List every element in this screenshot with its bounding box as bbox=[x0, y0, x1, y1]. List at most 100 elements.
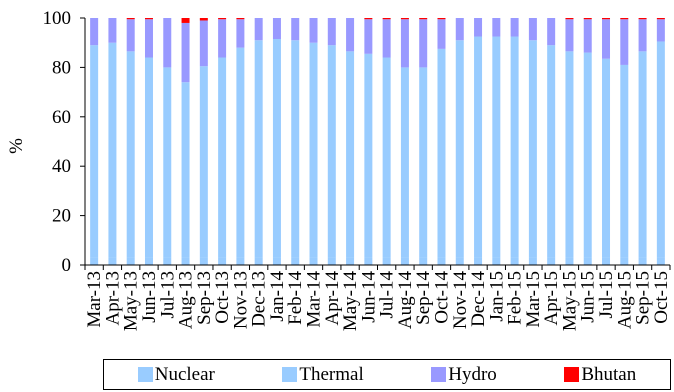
bar-segment-thermal bbox=[327, 45, 336, 258]
bar-segment-nuclear bbox=[163, 257, 172, 265]
bar-segment-thermal bbox=[346, 51, 355, 258]
bar-segment-nuclear bbox=[547, 257, 556, 265]
x-tick-label: Aug-13 bbox=[176, 271, 197, 329]
bar-segment-thermal bbox=[638, 51, 647, 258]
bar-segment-hydro bbox=[583, 19, 592, 53]
x-tick-label: Jul-13 bbox=[157, 271, 178, 319]
bar-segment-hydro bbox=[528, 18, 537, 41]
bar-segment-nuclear bbox=[181, 257, 190, 265]
bar-segment-thermal bbox=[309, 42, 318, 258]
bar-segment-thermal bbox=[547, 45, 556, 258]
x-tick-label: Mar-14 bbox=[304, 271, 325, 328]
bar-segment-thermal bbox=[108, 42, 117, 258]
bar-segment-thermal bbox=[565, 51, 574, 258]
bar-segment-hydro bbox=[638, 19, 647, 52]
x-tick-label: Feb-14 bbox=[285, 271, 306, 325]
bar-segment-hydro bbox=[602, 19, 611, 59]
bar-segment-hydro bbox=[492, 18, 501, 37]
x-tick-label: Dec-14 bbox=[468, 271, 489, 327]
legend-label-nuclear: Nuclear bbox=[154, 363, 215, 385]
legend-item-bhutan: Bhutan bbox=[564, 364, 636, 386]
bar-segment-bhutan bbox=[565, 18, 574, 20]
bar-segment-hydro bbox=[455, 18, 464, 41]
x-tick-label: Apr-15 bbox=[541, 271, 562, 326]
bar-segment-nuclear bbox=[364, 257, 373, 265]
x-tick-label: Aug-14 bbox=[395, 271, 416, 330]
bar-segment-hydro bbox=[474, 18, 483, 37]
bar-segment-bhutan bbox=[236, 18, 245, 20]
x-tick-label: Sep-15 bbox=[633, 271, 654, 325]
legend-item-hydro: Hydro bbox=[431, 364, 497, 386]
bar-segment-bhutan bbox=[656, 18, 665, 20]
y-tick-label: 20 bbox=[52, 206, 71, 227]
bar-segment-bhutan bbox=[583, 18, 592, 20]
bar-segment-hydro bbox=[656, 19, 665, 42]
bar-segment-thermal bbox=[656, 41, 665, 258]
bar-segment-hydro bbox=[163, 18, 172, 68]
bar-segment-hydro bbox=[144, 19, 153, 58]
bar-segment-hydro bbox=[437, 19, 446, 49]
bar-segment-hydro bbox=[126, 19, 135, 52]
x-tick-label: May-14 bbox=[340, 271, 361, 332]
bar-segment-hydro bbox=[346, 18, 355, 52]
legend-label-hydro: Hydro bbox=[448, 363, 497, 385]
bar-segment-hydro bbox=[419, 19, 428, 68]
bar-segment-thermal bbox=[510, 36, 519, 258]
bar-segment-hydro bbox=[181, 22, 190, 83]
bar-segment-nuclear bbox=[144, 257, 153, 265]
bar-segment-nuclear bbox=[419, 257, 428, 265]
bar-segment-nuclear bbox=[583, 257, 592, 265]
bar-segment-nuclear bbox=[126, 257, 135, 265]
bar-segment-nuclear bbox=[108, 257, 117, 265]
bar-segment-nuclear bbox=[218, 257, 227, 265]
bar-segment-hydro bbox=[400, 19, 409, 68]
bar-segment-hydro bbox=[327, 18, 336, 46]
x-tick-label: May-15 bbox=[559, 271, 580, 331]
y-axis-label: % bbox=[6, 138, 27, 154]
bar-segment-thermal bbox=[419, 67, 428, 258]
bar-segment-thermal bbox=[437, 48, 446, 258]
x-tick-label: Jan-14 bbox=[267, 271, 288, 322]
y-tick-label: 60 bbox=[52, 107, 71, 128]
legend-label-bhutan: Bhutan bbox=[581, 363, 637, 385]
bar-segment-nuclear bbox=[309, 257, 318, 265]
bar-segment-thermal bbox=[382, 57, 391, 258]
bar-segment-nuclear bbox=[272, 257, 281, 265]
x-tick-label: Sep-13 bbox=[194, 271, 215, 325]
x-tick-label: Dec-13 bbox=[249, 271, 270, 327]
bar-segment-nuclear bbox=[638, 257, 647, 265]
bar-segment-hydro bbox=[90, 18, 99, 46]
bar-segment-nuclear bbox=[437, 257, 446, 265]
bar-segment-hydro bbox=[309, 18, 318, 43]
legend-swatch-bhutan bbox=[564, 367, 580, 382]
bar-segment-bhutan bbox=[638, 18, 647, 20]
bar-segment-thermal bbox=[528, 40, 537, 258]
bar-segment-thermal bbox=[455, 40, 464, 258]
bar-segment-hydro bbox=[510, 18, 519, 37]
bar-segment-bhutan bbox=[620, 18, 629, 20]
legend: Nuclear Thermal Hydro Bhutan bbox=[103, 359, 671, 390]
bar-segment-thermal bbox=[291, 40, 300, 258]
x-tick-label: Jun-14 bbox=[358, 271, 379, 323]
bar-segment-nuclear bbox=[382, 257, 391, 265]
x-tick-label: Oct-14 bbox=[431, 271, 452, 324]
x-tick-label: Apr-13 bbox=[102, 271, 123, 326]
bar-segment-nuclear bbox=[602, 257, 611, 265]
bar-segment-nuclear bbox=[656, 257, 665, 265]
x-tick-label: Jul-15 bbox=[596, 271, 617, 319]
bar-segment-nuclear bbox=[455, 257, 464, 265]
x-tick-label: Nov-13 bbox=[230, 271, 251, 329]
legend-item-thermal: Thermal bbox=[282, 363, 364, 386]
legend-label-thermal: Thermal bbox=[299, 363, 364, 385]
bar-segment-nuclear bbox=[474, 257, 483, 265]
x-axis: Mar-13Apr-13May-13Jun-13Jul-13Aug-13Sep-… bbox=[84, 264, 672, 332]
bar-segment-bhutan bbox=[364, 18, 373, 20]
bar-segment-nuclear bbox=[199, 257, 208, 265]
x-tick-label: Mar-15 bbox=[523, 271, 544, 328]
bar-segment-nuclear bbox=[236, 257, 245, 265]
bar-segment-hydro bbox=[108, 18, 117, 43]
bar-segment-nuclear bbox=[291, 257, 300, 265]
bar-segment-thermal bbox=[492, 36, 501, 258]
bar-segment-hydro bbox=[199, 20, 208, 67]
